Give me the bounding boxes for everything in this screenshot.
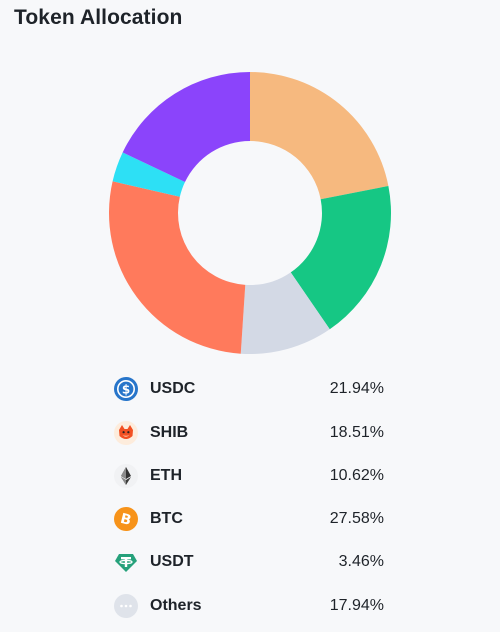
legend-value: 10.62% xyxy=(329,467,384,484)
usdc-icon: $ xyxy=(114,377,138,401)
donut-slice-others[interactable] xyxy=(122,71,250,183)
donut-slice-shib[interactable] xyxy=(290,185,391,330)
donut-slice-usdc[interactable] xyxy=(250,72,389,200)
legend-value: 18.51% xyxy=(329,424,384,441)
svg-text:$: $ xyxy=(122,383,130,397)
shib-icon xyxy=(114,421,138,445)
donut-slice-btc[interactable] xyxy=(109,181,246,354)
usdt-icon xyxy=(114,550,138,574)
legend-item-eth[interactable]: ETH 10.62% xyxy=(114,462,384,490)
page-title: Token Allocation xyxy=(14,6,183,29)
legend-label: BTC xyxy=(150,510,183,527)
legend-label: ETH xyxy=(150,467,182,484)
legend-item-shib[interactable]: SHIB 18.51% xyxy=(114,419,384,447)
legend-label: Others xyxy=(150,597,202,614)
donut-slice-usdt[interactable] xyxy=(112,152,185,197)
legend-item-usdc[interactable]: $ USDC 21.94% xyxy=(114,375,384,403)
legend-item-others[interactable]: Others 17.94% xyxy=(114,592,384,620)
donut-chart xyxy=(109,71,391,355)
legend-item-btc[interactable]: B BTC 27.58% xyxy=(114,505,384,533)
others-icon xyxy=(114,594,138,618)
legend-value: 3.46% xyxy=(338,553,384,570)
legend-label: USDT xyxy=(150,553,194,570)
legend-label: USDC xyxy=(150,380,196,397)
donut-slice-eth[interactable] xyxy=(240,272,330,355)
legend-label: SHIB xyxy=(150,424,189,441)
svg-text:B: B xyxy=(119,511,133,529)
legend-value: 17.94% xyxy=(329,597,384,614)
legend-item-usdt[interactable]: USDT 3.46% xyxy=(114,548,384,576)
legend-value: 27.58% xyxy=(329,510,384,527)
btc-icon: B xyxy=(114,507,138,531)
legend-value: 21.94% xyxy=(329,380,384,397)
eth-icon xyxy=(114,464,138,488)
